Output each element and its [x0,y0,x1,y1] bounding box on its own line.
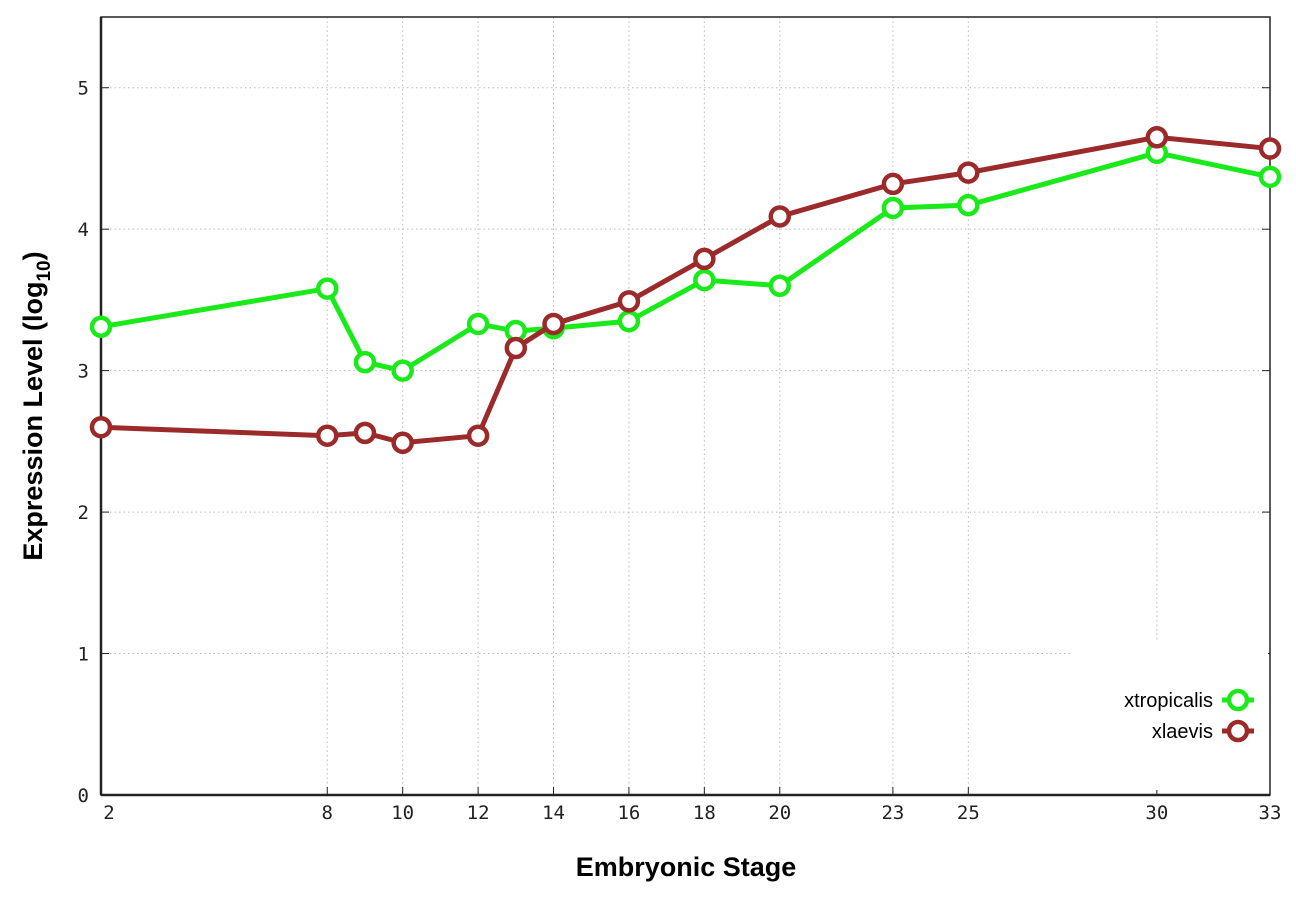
data-point-xlaevis [504,336,528,360]
data-point-xlaevis [353,421,377,445]
data-point-xtropicalis [89,315,113,339]
legend-label-xtropicalis: xtropicalis [1124,690,1213,712]
y-tick-label: 5 [78,78,89,100]
data-point-xtropicalis [353,350,377,374]
data-point-xlaevis [617,290,641,313]
legend-label-xlaevis: xlaevis [1152,721,1213,743]
data-point-xlaevis [391,431,414,455]
x-tick-label: 20 [768,802,791,824]
series-group [89,125,1282,455]
x-tick-label: 2 [103,802,114,824]
y-tick-label: 1 [78,644,89,666]
x-axis-label: Embryonic Stage [576,852,797,882]
data-point-xlaevis [957,161,980,184]
data-point-xtropicalis [957,193,980,217]
data-point-xlaevis [768,205,792,228]
y-tick-label: 3 [78,361,89,383]
data-point-xlaevis [542,312,565,336]
data-point-xtropicalis [768,274,792,298]
y-axis-label: Expression Level (log10) [18,251,55,560]
y-tick-label: 2 [78,502,89,524]
data-point-xlaevis [89,415,113,439]
series-line-xtropicalis [100,150,1271,374]
data-point-xtropicalis [391,359,414,382]
series-xlaevis [89,125,1282,455]
y-tick-label: 4 [78,219,89,241]
legend-marker-xlaevis [1226,719,1250,743]
data-point-xtropicalis [466,312,490,336]
y-axis-label-close: ) [18,251,48,260]
data-point-xlaevis [693,247,716,271]
x-tick-label: 16 [617,802,640,824]
data-point-xlaevis [466,424,490,447]
x-tick-label: 33 [1259,802,1282,824]
data-point-xtropicalis [316,277,339,300]
series-xtropicalis [89,141,1282,382]
x-tick-label: 25 [957,802,980,824]
data-point-xlaevis [881,172,905,196]
legend-marker-xtropicalis [1226,688,1250,712]
x-tick-label: 14 [542,802,565,824]
x-tick-label: 10 [391,802,414,824]
data-point-xtropicalis [693,268,716,292]
x-tick-label: 18 [693,802,716,824]
y-axis-label-subscript: 10 [34,260,55,281]
data-point-xtropicalis [881,196,905,220]
x-tick-label: 23 [881,802,904,824]
y-axis-label-main: Expression Level (log [18,282,48,561]
data-point-xlaevis [1145,125,1169,149]
data-point-xtropicalis [1258,165,1282,189]
legend: xtropicalis xlaevis [1124,688,1254,743]
x-tick-label: 8 [322,802,333,824]
data-point-xlaevis [1258,137,1282,160]
y-tick-label: 0 [78,785,89,807]
legend-background [1072,640,1268,790]
data-point-xtropicalis [617,309,641,333]
data-point-xlaevis [316,424,339,447]
x-tick-label: 12 [467,802,490,824]
x-tick-label: 30 [1145,802,1168,824]
